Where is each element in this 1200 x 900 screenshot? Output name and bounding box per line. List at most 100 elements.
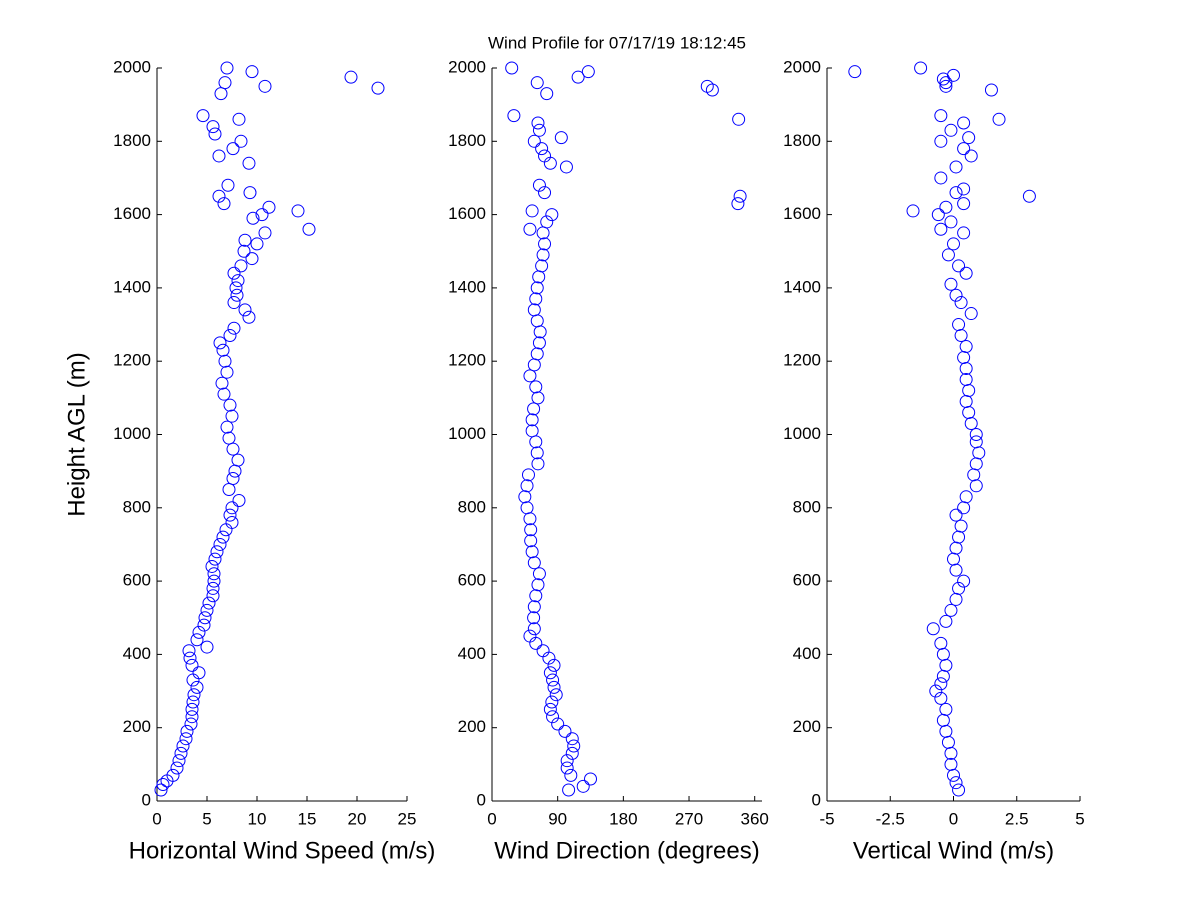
- point: [207, 567, 221, 581]
- point: [202, 596, 216, 610]
- point: [228, 464, 242, 478]
- y-tick-label: 600: [458, 571, 486, 590]
- point: [527, 402, 541, 416]
- x-tick-label: 360: [741, 809, 769, 828]
- point: [291, 204, 305, 218]
- point: [212, 149, 226, 163]
- point: [230, 288, 244, 302]
- y-tick-label: 1400: [783, 277, 821, 296]
- point: [200, 640, 214, 654]
- point: [848, 65, 862, 79]
- y-tick-label: 2000: [113, 57, 151, 76]
- point: [521, 468, 535, 482]
- point: [962, 384, 976, 398]
- point: [231, 274, 245, 288]
- point: [184, 717, 198, 731]
- point: [529, 292, 543, 306]
- chart-title: Wind Profile for 07/17/19 18:12:45: [488, 33, 746, 52]
- point: [536, 248, 550, 262]
- point: [529, 435, 543, 449]
- point: [939, 200, 953, 214]
- point: [969, 428, 983, 441]
- point: [954, 519, 968, 533]
- point: [939, 702, 953, 716]
- point: [232, 112, 246, 126]
- point: [944, 123, 958, 137]
- point: [941, 735, 955, 749]
- point: [524, 534, 538, 548]
- point: [229, 281, 243, 295]
- point: [222, 482, 236, 496]
- point: [214, 87, 228, 101]
- point: [531, 116, 545, 130]
- x-tick-label: 180: [609, 809, 637, 828]
- point: [170, 761, 184, 775]
- y-tick-label: 1200: [783, 351, 821, 370]
- y-axis-label: Height AGL (m): [63, 352, 90, 517]
- point: [255, 208, 269, 222]
- point: [529, 589, 543, 603]
- point: [535, 142, 549, 156]
- point: [931, 208, 945, 222]
- point: [959, 490, 973, 504]
- point: [507, 109, 521, 123]
- point: [926, 622, 940, 636]
- y-tick-label: 1000: [113, 424, 151, 443]
- point: [538, 237, 552, 251]
- point: [529, 380, 543, 394]
- point: [934, 677, 948, 691]
- point: [532, 178, 546, 192]
- point: [302, 222, 316, 236]
- y-tick-label: 1600: [113, 204, 151, 223]
- point: [525, 545, 539, 559]
- point: [344, 70, 358, 84]
- point: [560, 761, 574, 775]
- point: [567, 739, 581, 753]
- y-tick-label: 800: [458, 497, 486, 516]
- point: [185, 702, 199, 716]
- point: [551, 717, 565, 731]
- point: [532, 270, 546, 284]
- point: [538, 149, 552, 163]
- point: [906, 204, 920, 218]
- point: [543, 702, 557, 716]
- point: [944, 277, 958, 291]
- point: [197, 618, 211, 632]
- point: [220, 365, 234, 379]
- point: [531, 391, 545, 405]
- point: [207, 574, 221, 588]
- point: [732, 112, 746, 126]
- point: [560, 754, 574, 768]
- point: [208, 552, 222, 566]
- point: [219, 523, 233, 537]
- point: [166, 768, 180, 782]
- point: [934, 171, 948, 185]
- point: [934, 109, 948, 123]
- y-tick-label: 2000: [783, 57, 821, 76]
- point: [959, 395, 973, 409]
- point: [969, 479, 983, 493]
- point: [959, 373, 973, 387]
- point: [196, 109, 210, 123]
- point: [527, 303, 541, 317]
- point: [947, 552, 960, 566]
- point: [952, 581, 966, 595]
- x-tick-label: 2.5: [1005, 809, 1029, 828]
- point: [185, 658, 199, 672]
- point: [232, 493, 246, 507]
- point: [192, 666, 206, 680]
- point: [929, 684, 943, 698]
- point: [939, 614, 953, 628]
- point: [245, 65, 259, 79]
- point: [231, 453, 245, 467]
- point: [183, 651, 197, 665]
- point: [227, 296, 241, 310]
- x-tick-label: 5: [202, 809, 211, 828]
- point: [208, 127, 222, 141]
- point: [227, 321, 241, 335]
- x-axis-label: Horizontal Wind Speed (m/s): [129, 837, 436, 864]
- y-tick-label: 200: [793, 717, 821, 736]
- point: [939, 724, 953, 738]
- point: [939, 76, 953, 90]
- point: [223, 329, 237, 343]
